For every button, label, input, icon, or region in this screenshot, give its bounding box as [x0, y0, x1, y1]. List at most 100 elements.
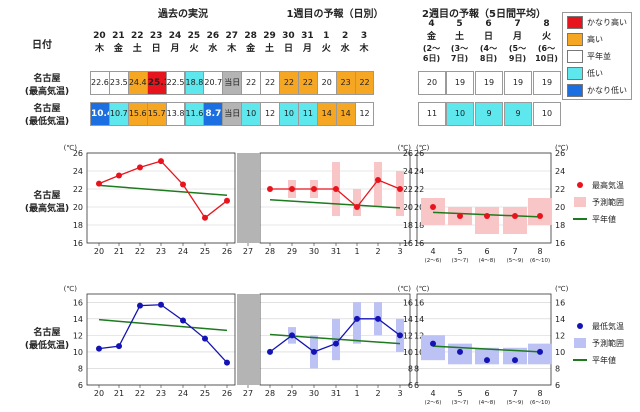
unit-label: (℃)	[398, 144, 412, 152]
unit-label: (℃)	[555, 144, 569, 152]
week2-point	[484, 357, 490, 364]
x-tick-label: 22	[135, 389, 145, 398]
chart-legend-box	[574, 338, 586, 348]
week2-header-r2: 6日)	[422, 54, 441, 63]
temp-cell: 22	[354, 71, 375, 95]
x-tick-label: 3	[397, 389, 402, 398]
week2-header-r1: (3〜	[450, 44, 469, 53]
x-tick-label: 27	[243, 389, 253, 398]
temp-cell: 19	[533, 71, 561, 95]
y-tick-label-left: 6	[78, 381, 83, 390]
row-label-high: 名古屋 (最高気温)	[14, 73, 80, 99]
observed-point	[116, 343, 122, 350]
forecast-point	[354, 204, 360, 210]
legend-label: かなり低い	[587, 86, 627, 95]
week2-header-r2: 10日)	[535, 54, 558, 63]
weekday-header: 木	[94, 44, 104, 54]
week2-header-r1: (4〜	[479, 44, 498, 53]
observed-point	[180, 181, 186, 188]
temp-cell: 19	[475, 71, 503, 95]
week2-point	[457, 348, 463, 355]
chart-legend-box	[574, 197, 586, 207]
legend-swatch	[567, 84, 583, 97]
observed-point	[158, 158, 164, 165]
x-tick-label: 21	[114, 389, 124, 398]
day-header: 2	[342, 31, 349, 41]
day-header: 1	[323, 31, 330, 41]
day-header: 26	[206, 31, 220, 41]
x-tick-label: 22	[135, 247, 145, 256]
unit-label: (℃)	[555, 285, 569, 293]
week2-header-d: 5	[456, 19, 463, 29]
day-header: 21	[112, 31, 125, 41]
observed-point	[180, 317, 186, 324]
y-tick-label-right: 26	[555, 149, 565, 158]
chart-legend-label: 最高気温	[592, 180, 624, 190]
y-tick-label-right: 12	[555, 331, 565, 340]
forecast-point	[333, 186, 339, 192]
x-tick-label: 31	[331, 247, 341, 256]
legend-label: 平年並	[587, 52, 611, 61]
x-tick-label: 1	[354, 247, 359, 256]
chart-label-high-line1: 名古屋	[33, 191, 61, 201]
forecast-point	[333, 340, 339, 347]
legend-label: 低い	[587, 69, 603, 78]
legend-swatch	[567, 16, 583, 29]
chart-legend-dot	[577, 323, 583, 329]
legend-swatch	[567, 67, 583, 80]
forecast-point	[397, 186, 403, 192]
weekday-header: 月	[170, 44, 180, 54]
week2-header-w: 土	[454, 32, 464, 42]
row-label-low: 名古屋 (最低気温)	[14, 103, 80, 129]
y-tick-label-mid: 24	[414, 167, 424, 176]
y-tick-label-right: 14	[555, 315, 565, 324]
chart-label-low-line1: 名古屋	[33, 328, 61, 338]
weekday-header: 火	[189, 44, 199, 54]
normal-line-forecast	[269, 199, 401, 209]
week2-range-box	[528, 198, 552, 225]
temp-cell: 19	[504, 71, 532, 95]
y-tick-label-mid: 18	[414, 221, 424, 230]
x-tick-sublabel-week2: (4〜8)	[479, 400, 496, 406]
x-tick-label: 29	[287, 389, 297, 398]
x-tick-sublabel-week2: (3〜7)	[452, 258, 469, 264]
y-tick-label-right: 6	[555, 381, 560, 390]
day-header: 20	[93, 31, 106, 41]
chart-legend-label: 予測範囲	[592, 197, 624, 207]
section-past-title: 過去の実況	[158, 9, 208, 20]
x-tick-sublabel-week2: (4〜8)	[479, 258, 496, 264]
weekday-header: 土	[265, 44, 275, 54]
x-tick-sublabel-week2: (3〜7)	[452, 400, 469, 406]
day-header: 30	[282, 31, 295, 41]
plot-frame	[86, 152, 236, 244]
legend-swatch	[567, 33, 583, 46]
x-tick-label: 24	[178, 247, 188, 256]
forecast-range-bar	[353, 302, 361, 344]
table-legend-item: かなり低い	[567, 84, 631, 101]
observed-point	[96, 180, 102, 187]
week2-header-r2: 9日)	[508, 54, 527, 63]
y-tick-label-right: 20	[555, 203, 565, 212]
week2-point	[457, 213, 463, 219]
y-tick-label-left: 10	[73, 348, 83, 357]
observed-point	[202, 335, 208, 342]
x-tick-label-week2: 6	[484, 389, 489, 398]
today-bar	[237, 153, 260, 243]
observed-series-line	[98, 160, 228, 219]
chart-label-low-line2: (最低気温)	[24, 341, 70, 351]
x-tick-sublabel-week2: (2〜6)	[425, 400, 442, 406]
forecast-range-bar	[396, 171, 404, 216]
table-legend-item: かなり高い	[567, 16, 631, 33]
y-tick-label-mid: 20	[414, 203, 424, 212]
y-tick-label-left: 16	[73, 298, 83, 307]
day-header: 28	[244, 31, 257, 41]
forecast-point	[289, 332, 295, 339]
x-tick-label: 1	[354, 389, 359, 398]
week2-point	[512, 213, 518, 219]
weekday-header: 水	[208, 44, 218, 54]
day-header: 27	[225, 31, 238, 41]
normal-line-past	[98, 318, 228, 332]
weekday-header: 土	[132, 44, 142, 54]
row-label-high-line1: 名古屋	[33, 74, 61, 84]
y-tick-label-mid: 14	[414, 315, 424, 324]
